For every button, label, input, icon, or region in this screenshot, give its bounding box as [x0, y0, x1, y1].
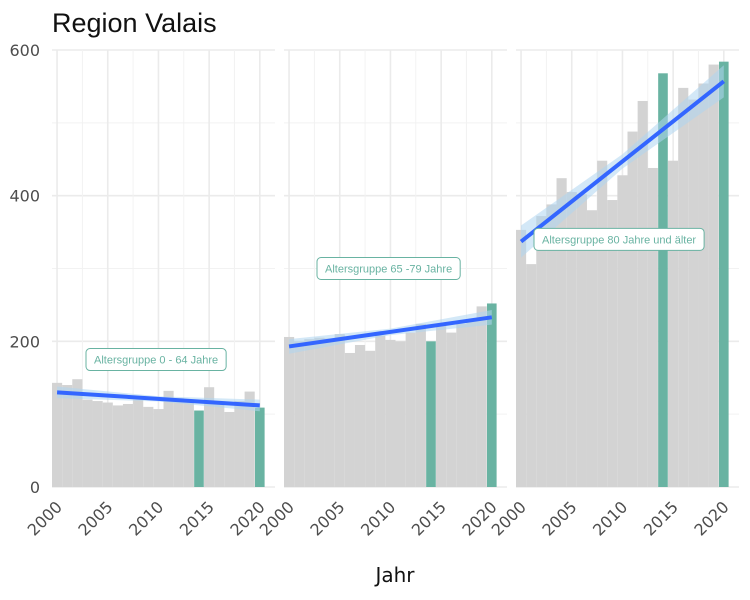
bar-2009 — [607, 200, 618, 487]
panel-2: Altersgruppe 65 -79 Jahre 2000 2005 2010 201… — [256, 49, 507, 540]
bar-2017 — [456, 323, 467, 487]
bar-2011 — [627, 131, 638, 487]
bar-2010 — [385, 339, 396, 487]
bar-2005 — [334, 334, 345, 487]
annotation-label: Altersgruppe 65 -79 Jahre — [316, 257, 461, 280]
annotation-text: Altersgruppe 80 Jahre und älter — [542, 234, 696, 246]
panel-1: Altersgruppe 0 - 64 Jahre 2000 2005 2010 201… — [24, 49, 275, 540]
bar-2019 — [476, 306, 487, 487]
bar-2018 — [234, 401, 245, 487]
bar-2015 — [668, 160, 679, 487]
highlight-bar-2014 — [194, 410, 204, 487]
bar-2004 — [92, 401, 103, 487]
annotation-label: Altersgruppe 0 - 64 Jahre — [85, 348, 227, 372]
bar-2003 — [314, 337, 325, 487]
x-tick-label-2015: 2015 — [640, 497, 682, 539]
y-tick-label-200: 200 — [9, 332, 40, 351]
y-tick-label-0: 0 — [30, 478, 40, 497]
trend-line — [288, 315, 493, 349]
trend-line — [519, 79, 726, 244]
x-tick-label-2010: 2010 — [589, 497, 631, 539]
bar-2005 — [102, 402, 113, 487]
x-tick-label-2010: 2010 — [125, 497, 167, 539]
bar-2016 — [446, 332, 457, 487]
x-tick-label-2000: 2000 — [24, 497, 66, 539]
bar-2003 — [546, 204, 557, 487]
bar-2015 — [436, 325, 447, 487]
bar-2007 — [122, 403, 134, 487]
bar-2004 — [556, 178, 567, 488]
bar-2008 — [133, 399, 144, 487]
bar-2013 — [415, 323, 426, 487]
bar-2008 — [365, 350, 376, 487]
bar-2015 — [204, 387, 215, 487]
x-tick-label-2005: 2005 — [306, 497, 348, 539]
bar-2004 — [324, 338, 335, 487]
highlight-bar-2020 — [254, 407, 265, 487]
x-tick-label-2005: 2005 — [538, 497, 580, 539]
bar-2016 — [214, 403, 225, 487]
bar-2000 — [284, 336, 295, 487]
annotation-label: Altersgruppe 80 Jahre und älter — [533, 227, 705, 251]
bar-2012 — [405, 332, 416, 487]
highlight-bar-2014 — [426, 341, 436, 487]
chart-title: Region Valais — [52, 8, 217, 38]
bar-2006 — [344, 352, 355, 487]
bar-2007 — [586, 210, 598, 487]
bar-2000 — [52, 382, 63, 487]
bar-2002 — [304, 339, 315, 487]
bar-2006 — [112, 405, 123, 487]
highlight-bar-2020 — [486, 303, 497, 487]
highlight-bar-2014 — [658, 73, 668, 487]
bar-2009 — [143, 406, 154, 487]
bar-2000 — [516, 229, 527, 488]
bar-2011 — [395, 341, 406, 487]
bar-2012 — [173, 398, 184, 487]
highlight-bar-2020 — [718, 61, 729, 488]
bar-2013 — [183, 401, 194, 487]
x-tick-label-2015: 2015 — [176, 497, 218, 539]
bar-2008 — [597, 160, 608, 487]
bar-2007 — [354, 344, 366, 487]
x-tick-label-2020: 2020 — [690, 497, 732, 539]
annotation-text: Altersgruppe 65 -79 Jahre — [325, 264, 452, 276]
bar-2001 — [526, 264, 537, 487]
bar-2017 — [224, 411, 235, 487]
annotation-box — [85, 348, 227, 372]
bar-2016 — [678, 87, 689, 487]
bar-2011 — [163, 390, 174, 487]
x-axis-title: Jahr — [373, 563, 415, 587]
y-tick-label-600: 600 — [9, 41, 40, 60]
bar-2018 — [698, 83, 709, 488]
bar-2006 — [576, 194, 587, 487]
bar-2001 — [294, 341, 305, 487]
bar-2001 — [62, 385, 73, 487]
trend-line — [56, 390, 260, 408]
annotation-box — [316, 257, 461, 280]
annotation-text: Altersgruppe 0 - 64 Jahre — [94, 355, 218, 367]
bar-2003 — [82, 399, 93, 487]
bar-2018 — [466, 320, 477, 487]
bar-2002 — [536, 216, 547, 487]
bar-2019 — [244, 391, 255, 487]
bar-2013 — [647, 167, 658, 488]
x-tick-label-2000: 2000 — [488, 497, 530, 539]
bar-2010 — [153, 409, 164, 487]
y-tick-label-400: 400 — [9, 187, 40, 206]
x-tick-label-2010: 2010 — [357, 497, 399, 539]
x-tick-label-2000: 2000 — [256, 497, 298, 539]
x-tick-label-2005: 2005 — [74, 497, 116, 539]
bar-2010 — [617, 175, 628, 488]
bar-2012 — [637, 100, 648, 487]
x-tick-label-2015: 2015 — [408, 497, 450, 539]
annotation-box — [533, 227, 705, 251]
bar-2017 — [688, 99, 699, 487]
bar-2005 — [566, 192, 577, 487]
bar-2002 — [72, 379, 83, 487]
bar-2009 — [375, 335, 386, 487]
bar-2019 — [708, 64, 719, 488]
